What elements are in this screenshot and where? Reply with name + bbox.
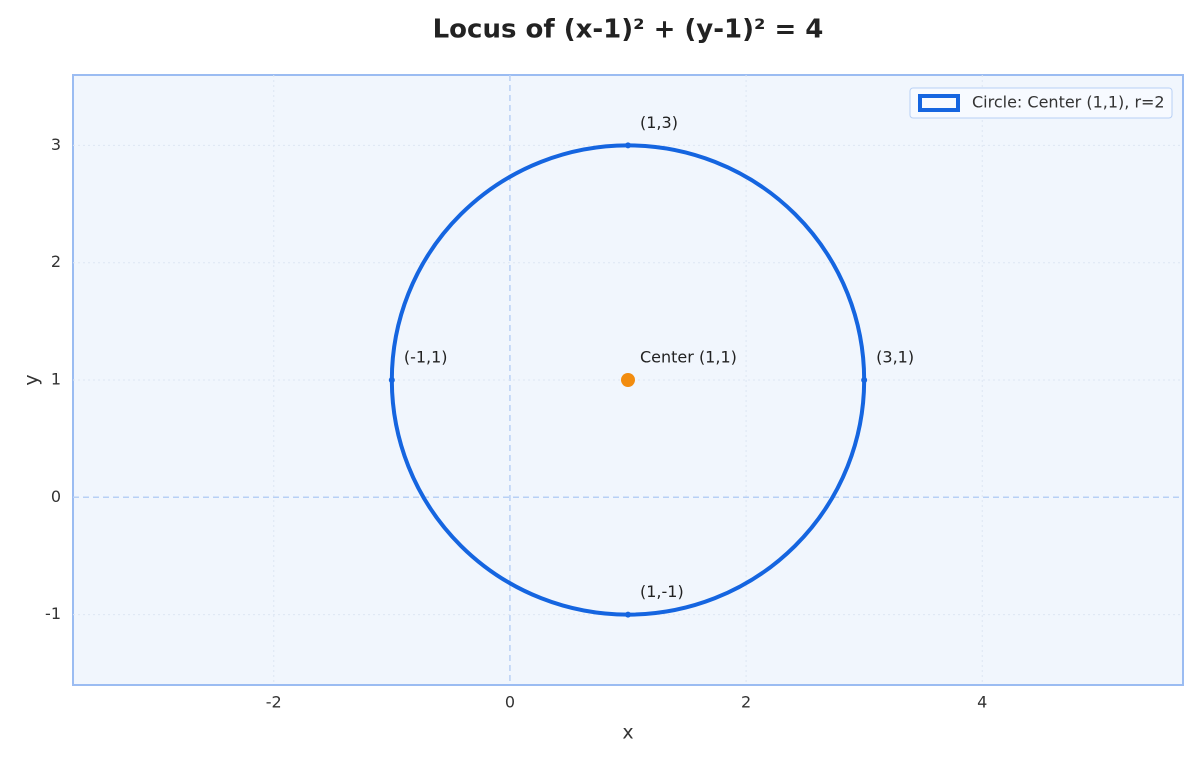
x-axis-label: x bbox=[622, 722, 633, 744]
point bbox=[625, 611, 631, 618]
center-label: Center (1,1) bbox=[640, 348, 737, 367]
point bbox=[861, 377, 868, 383]
y-tick-label: 0 bbox=[51, 487, 61, 506]
point-label: (3,1) bbox=[876, 348, 914, 367]
x-tick-label: 2 bbox=[741, 693, 751, 712]
x-tick-label: 4 bbox=[977, 693, 987, 712]
point-label: (1,-1) bbox=[640, 582, 684, 601]
point bbox=[388, 377, 395, 383]
center-point bbox=[621, 373, 635, 387]
y-tick-label: -1 bbox=[45, 604, 61, 623]
legend-swatch bbox=[918, 94, 960, 112]
y-axis-label: y bbox=[21, 374, 43, 385]
point-label: (1,3) bbox=[640, 113, 678, 132]
legend-label: Circle: Center (1,1), r=2 bbox=[972, 93, 1165, 112]
legend-box bbox=[909, 87, 1173, 119]
y-tick-label: 3 bbox=[51, 135, 61, 154]
point-label: (-1,1) bbox=[404, 348, 448, 367]
point bbox=[625, 142, 631, 149]
y-tick-label: 1 bbox=[51, 370, 61, 389]
y-tick-label: 2 bbox=[51, 252, 61, 271]
x-tick-label: 0 bbox=[505, 693, 515, 712]
chart-title: Locus of (x-1)² + (y-1)² = 4 bbox=[433, 15, 824, 45]
x-tick-label: -2 bbox=[266, 693, 282, 712]
legend: Circle: Center (1,1), r=2 bbox=[909, 87, 1173, 119]
